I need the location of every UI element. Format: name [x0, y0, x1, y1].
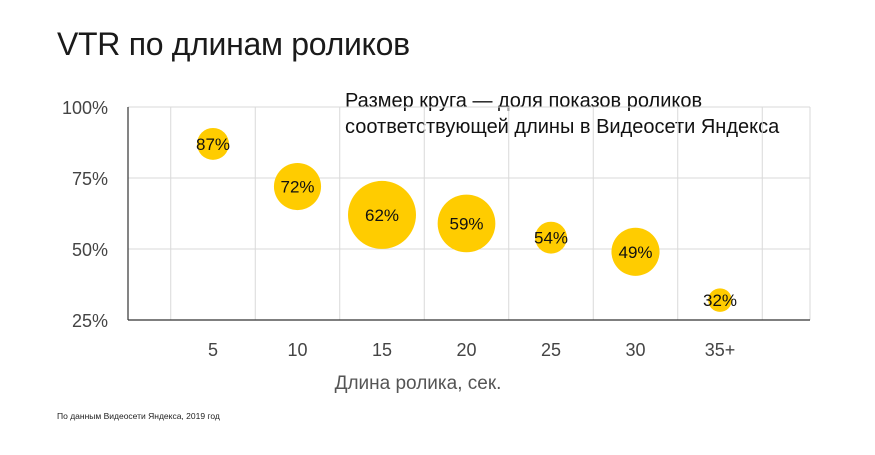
- x-tick-label: 15: [372, 340, 392, 360]
- data-label: 59%: [449, 214, 483, 233]
- y-tick-label: 25%: [72, 311, 108, 331]
- source-note: По данным Видеосети Яндекса, 2019 год: [57, 411, 220, 421]
- bubble: [273, 162, 322, 211]
- bubble: [535, 221, 567, 254]
- bubble: [708, 288, 732, 312]
- bubbles: [197, 127, 732, 312]
- bubble-size-note-line-2: соответствующей длины в Видеосети Яндекс…: [345, 116, 780, 138]
- y-tick-label: 50%: [72, 240, 108, 260]
- grid-lines: [128, 106, 811, 320]
- data-label: 87%: [196, 135, 230, 154]
- bubble: [197, 127, 229, 160]
- x-tick-label: 5: [208, 340, 218, 360]
- x-axis-title: Длина ролика, сек.: [335, 373, 502, 394]
- bubble: [348, 180, 416, 249]
- x-tick-label: 30: [625, 340, 645, 360]
- bubble: [437, 194, 496, 253]
- bubble: [611, 227, 660, 276]
- data-label: 49%: [618, 243, 652, 262]
- x-tick-labels: 5 10 15 20 25 30 35+: [208, 340, 735, 360]
- chart-title: VTR по длинам роликов: [57, 26, 410, 62]
- y-tick-labels: 25% 50% 75% 100%: [62, 98, 108, 331]
- x-tick-label: 10: [287, 340, 307, 360]
- x-tick-label: 35+: [705, 340, 736, 360]
- y-tick-label: 75%: [72, 169, 108, 189]
- y-tick-label: 100%: [62, 98, 108, 118]
- data-label: 54%: [534, 229, 568, 248]
- data-label: 32%: [703, 291, 737, 310]
- axes: [127, 107, 810, 321]
- data-label: 62%: [365, 206, 399, 225]
- data-label: 72%: [280, 178, 314, 197]
- x-tick-label: 25: [541, 340, 561, 360]
- x-tick-label: 20: [456, 340, 476, 360]
- data-labels: 87% 72% 62% 59% 54% 49% 32%: [196, 135, 737, 310]
